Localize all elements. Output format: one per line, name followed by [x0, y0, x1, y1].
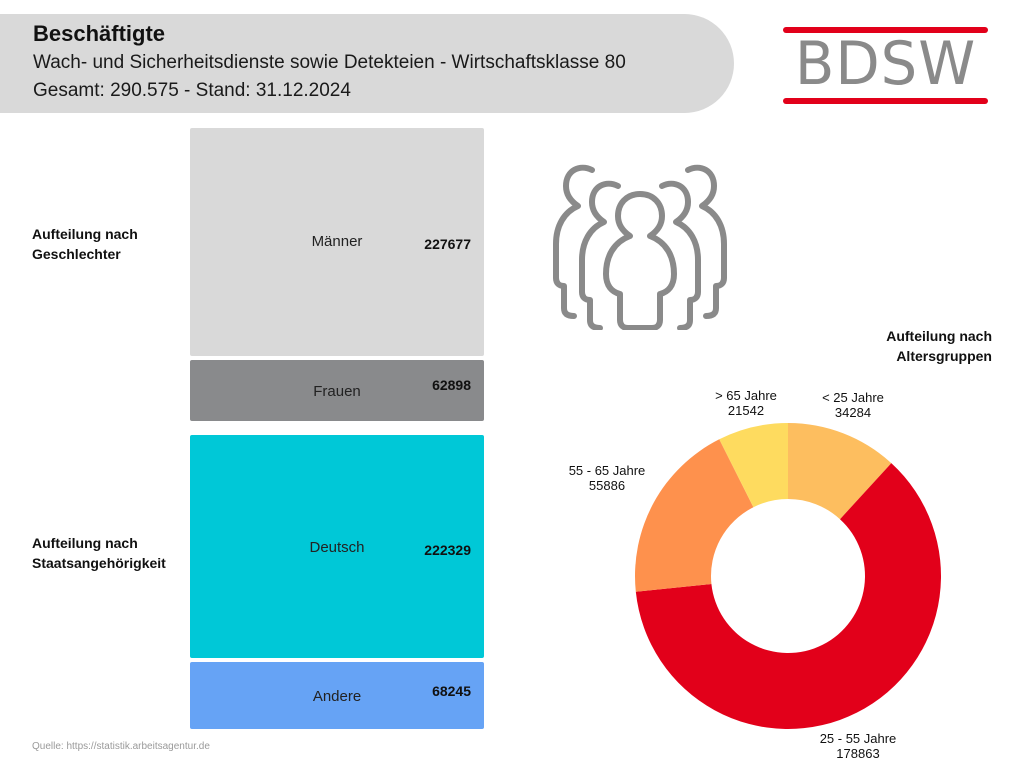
bdsw-logo: BDSW [783, 26, 988, 106]
nationality-block-value: 222329 [424, 542, 471, 558]
nationality-block-label: Andere [312, 688, 362, 705]
gender-block-maenner: Männer 227677 [190, 128, 484, 356]
nationality-block-label: Deutsch [309, 539, 365, 556]
gender-section-label: Aufteilung nach Geschlechter [32, 224, 138, 264]
gender-block-value: 62898 [432, 377, 471, 393]
logo-text: BDSW [794, 29, 977, 99]
slice-label-name: < 25 Jahre [822, 390, 884, 405]
donut-slice-25-55 [635, 463, 941, 729]
gender-block-label: Frauen [313, 383, 361, 400]
slice-label-value: 34284 [834, 405, 872, 420]
logo-bottom-bar [783, 98, 988, 104]
age-section-label: Aufteilung nach Altersgruppen [886, 326, 992, 366]
nationality-label-line-1: Aufteilung nach [32, 535, 138, 551]
donut-slice-under-25 [788, 423, 892, 520]
gender-block-value: 227677 [424, 236, 471, 252]
slice-label-name: > 65 Jahre [715, 388, 777, 403]
header-banner [0, 14, 734, 113]
gender-label-line-1: Aufteilung nach [32, 226, 138, 242]
gender-block-label: Männer [311, 233, 363, 250]
slice-label-name: 55 - 65 Jahre [568, 463, 646, 478]
donut-slice-over-65 [719, 423, 788, 508]
page-subtitle: Wach- und Sicherheitsdienste sowie Detek… [33, 52, 626, 73]
source-note: Quelle: https://statistik.arbeitsagentur… [32, 741, 210, 752]
slice-label-over-65: > 65 Jahre 21542 [693, 388, 799, 418]
nationality-section-label: Aufteilung nach Staatsangehörigkeit [32, 533, 166, 573]
age-label-line-1: Aufteilung nach [886, 328, 992, 344]
logo-top-bar [783, 27, 988, 33]
nationality-block-andere: Andere 68245 [190, 662, 484, 729]
nationality-block-deutsch: Deutsch 222329 [190, 435, 484, 658]
slice-label-value: 21542 [727, 403, 765, 418]
slice-label-under-25: < 25 Jahre 34284 [800, 390, 906, 420]
slice-label-25-55: 25 - 55 Jahre 178863 [805, 731, 911, 761]
nationality-block-value: 68245 [432, 683, 471, 699]
page-title: Beschäftigte [33, 21, 166, 46]
slice-label-55-65: 55 - 65 Jahre 55886 [552, 463, 662, 493]
slice-label-value: 55886 [588, 478, 626, 493]
slice-label-name: 25 - 55 Jahre [819, 731, 897, 746]
nationality-label-line-2: Staatsangehörigkeit [32, 555, 166, 571]
gender-block-frauen: Frauen 62898 [190, 360, 484, 421]
slice-label-value: 178863 [836, 746, 880, 761]
total-and-date: Gesamt: 290.575 - Stand: 31.12.2024 [33, 80, 351, 101]
people-group-icon [553, 164, 727, 330]
age-label-line-2: Altersgruppen [896, 348, 992, 364]
gender-label-line-2: Geschlechter [32, 246, 121, 262]
